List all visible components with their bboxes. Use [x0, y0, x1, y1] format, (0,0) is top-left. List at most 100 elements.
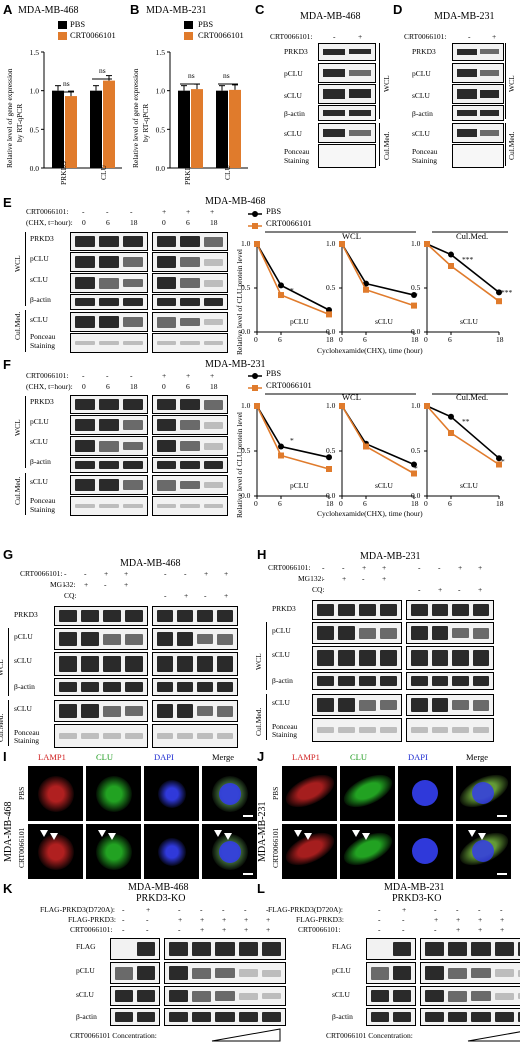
band: [393, 942, 411, 956]
band: [203, 482, 223, 488]
band: [75, 504, 95, 508]
k-row-label: FLAG: [76, 942, 96, 951]
d-blot-sclu: [452, 84, 504, 104]
chx-sign: 18: [130, 382, 138, 391]
point-CRT0066101-2: [326, 466, 332, 472]
point-CRT0066101-1: [278, 452, 284, 459]
band: [123, 442, 143, 450]
band: [448, 942, 468, 956]
legend-marker-pbs: [252, 211, 258, 217]
bar-PRKD3-PBS: [52, 90, 64, 168]
bar-y-tick-label: 1.5: [156, 48, 166, 57]
k-blot-right: [420, 962, 520, 984]
band: [261, 1012, 281, 1022]
band: [494, 992, 514, 1000]
line-x-tick-label: 6: [363, 335, 367, 344]
line-x-tick-label: 0: [254, 499, 258, 508]
band: [452, 727, 469, 733]
line-x-tick-label: 0: [339, 335, 343, 344]
g-wcl: WCL: [254, 653, 263, 670]
panel-e-title: MDA-MB-468: [205, 196, 266, 207]
d-sclu: sCLU: [412, 91, 430, 100]
g-blot-right: [152, 606, 238, 626]
ns-b-1: ns: [188, 71, 195, 80]
panel-letter-c: C: [255, 2, 265, 17]
f-wcl-header: WCL: [342, 392, 361, 402]
line-x-tick-label: 18: [496, 499, 504, 508]
g-row-label: sCLU: [272, 698, 290, 707]
band: [125, 706, 143, 716]
arrowhead-icon: [108, 833, 116, 840]
band: [99, 256, 119, 268]
band: [431, 698, 448, 712]
point-PBS-1: [363, 280, 369, 287]
if-cell: [144, 824, 199, 879]
if-row-pbs: PBS: [17, 786, 26, 800]
chx-sign: 6: [106, 218, 110, 227]
band: [494, 969, 514, 977]
point-CRT0066101-0: [339, 241, 345, 247]
band: [472, 650, 489, 666]
point-PBS-2: [496, 289, 502, 296]
wt-sign: -: [146, 915, 149, 924]
line-x-tick-label: 0: [339, 499, 343, 508]
band: [157, 610, 173, 622]
band: [471, 1012, 491, 1022]
point-CRT0066101-2: [496, 298, 502, 305]
if-cell: [86, 766, 141, 821]
line-y-tick-label: 0.5: [241, 446, 251, 455]
wt-sign: -: [122, 915, 125, 924]
crt-sign: -: [164, 569, 167, 578]
band: [177, 682, 193, 692]
point-CRT0066101-1: [363, 286, 369, 293]
band: [338, 676, 355, 686]
line-y-tick-label: 0.0: [241, 491, 251, 500]
blot-right-4: [152, 475, 228, 495]
band: [75, 256, 95, 268]
band: [452, 604, 469, 616]
band: [203, 341, 223, 345]
mut-sign: -: [200, 905, 203, 914]
band: [157, 656, 173, 672]
band: [431, 727, 448, 733]
mut-sign: -: [266, 905, 269, 914]
chx-sign: 0: [82, 218, 86, 227]
panel-letter-h: H: [257, 547, 267, 562]
g-blot-left: [312, 600, 402, 620]
band: [123, 480, 143, 490]
band: [103, 682, 121, 692]
band: [215, 991, 235, 1001]
band: [99, 419, 119, 431]
band: [137, 990, 155, 1002]
bar-y-tick-label: 0.5: [30, 125, 40, 134]
band: [338, 698, 355, 712]
band: [393, 966, 411, 980]
chx-sign: 18: [210, 382, 218, 391]
band: [517, 969, 520, 977]
crt-sign: -: [64, 569, 67, 578]
crt-sign: -: [322, 563, 325, 572]
if-nucleus: [219, 841, 241, 863]
band: [169, 990, 189, 1002]
chx-sign: 0: [82, 382, 86, 391]
panel-letter-l: L: [257, 881, 265, 896]
band: [192, 1012, 212, 1022]
band: [125, 633, 143, 645]
arrowhead-icon: [362, 833, 370, 840]
band: [115, 990, 133, 1002]
legend-marker-crt: [252, 385, 258, 391]
cq-sign: -: [204, 591, 207, 600]
blot-right-5: [152, 496, 228, 516]
band: [261, 993, 281, 999]
band: [59, 733, 77, 739]
series-line-CRT0066101: [341, 405, 415, 475]
if-cell: [28, 766, 83, 821]
crt-sign: +: [478, 563, 483, 572]
mut-sign: -: [178, 905, 181, 914]
band: [123, 504, 143, 508]
point-CRT0066101-1: [363, 443, 369, 450]
crt-sign: +: [500, 925, 505, 934]
k-conc-label: CRT0066101 Concentration:: [70, 1031, 157, 1040]
panel-b-title: MDA-MB-231: [146, 5, 207, 16]
band: [123, 399, 143, 410]
